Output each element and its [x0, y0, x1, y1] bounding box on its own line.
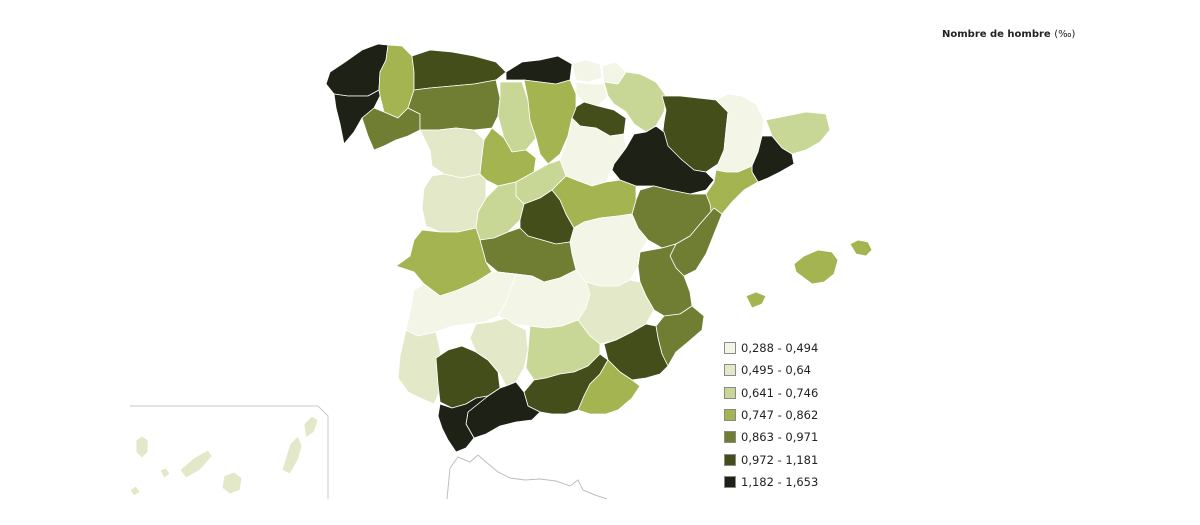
legend-swatch	[724, 409, 736, 422]
legend-swatch	[724, 475, 736, 488]
legend-swatch	[724, 386, 736, 399]
island-ibiza[interactable]	[745, 291, 767, 309]
legend-swatch	[724, 431, 736, 444]
legend-label: 0,288 - 0,494	[741, 341, 819, 356]
legend-label: 0,863 - 0,971	[741, 430, 819, 445]
legend-label: 0,495 - 0,64	[741, 363, 811, 378]
canary-inset-frame	[130, 405, 329, 499]
legend-swatch	[724, 342, 736, 355]
province-cordoba[interactable]	[469, 317, 529, 387]
province-castellon[interactable]	[669, 207, 723, 277]
province-barcelona[interactable]	[751, 135, 795, 183]
legend-label: 1,182 - 1,653	[741, 474, 819, 489]
legend-title-text: Nombre de hombre	[942, 29, 1051, 40]
legend-item: 1,182 - 1,653	[724, 471, 904, 493]
legend-label: 0,747 - 0,862	[741, 408, 819, 423]
legend-item: 0,641 - 0,746	[724, 382, 904, 404]
island-la-gomera[interactable]	[159, 467, 171, 479]
island-menorca[interactable]	[849, 239, 873, 257]
province-zamora[interactable]	[419, 127, 485, 179]
legend-title: Nombre de hombre (‰)	[942, 29, 1075, 40]
island-lanzarote[interactable]	[303, 415, 319, 439]
legend-item: 0,495 - 0,64	[724, 359, 904, 381]
legend-swatch	[724, 364, 736, 377]
province-bizkaia[interactable]	[571, 59, 603, 83]
legend: 0,288 - 0,494 0,495 - 0,64 0,641 - 0,746 0,…	[724, 337, 904, 493]
province-cuenca[interactable]	[569, 213, 649, 287]
island-fuerteventura[interactable]	[281, 435, 303, 475]
island-la-palma[interactable]	[135, 435, 149, 459]
province-avila[interactable]	[475, 181, 525, 241]
island-el-hierro[interactable]	[129, 485, 141, 497]
province-almeria[interactable]	[577, 359, 641, 415]
province-cantabria[interactable]	[505, 55, 573, 85]
north-africa-coast	[446, 454, 608, 500]
province-cadiz[interactable]	[437, 395, 489, 453]
legend-item: 0,288 - 0,494	[724, 337, 904, 359]
province-tarragona[interactable]	[705, 165, 759, 219]
province-huelva[interactable]	[397, 329, 443, 405]
legend-item: 0,747 - 0,862	[724, 404, 904, 426]
legend-label: 0,972 - 1,181	[741, 452, 819, 467]
legend-item: 0,972 - 1,181	[724, 448, 904, 470]
province-navarra[interactable]	[603, 71, 667, 133]
island-gran-canaria[interactable]	[221, 471, 243, 495]
legend-label: 0,641 - 0,746	[741, 385, 819, 400]
legend-swatch	[724, 453, 736, 466]
legend-item: 0,863 - 0,971	[724, 426, 904, 448]
province-alava[interactable]	[575, 81, 609, 107]
island-mallorca[interactable]	[793, 249, 839, 285]
island-tenerife[interactable]	[179, 449, 213, 479]
legend-title-unit: (‰)	[1054, 29, 1076, 40]
